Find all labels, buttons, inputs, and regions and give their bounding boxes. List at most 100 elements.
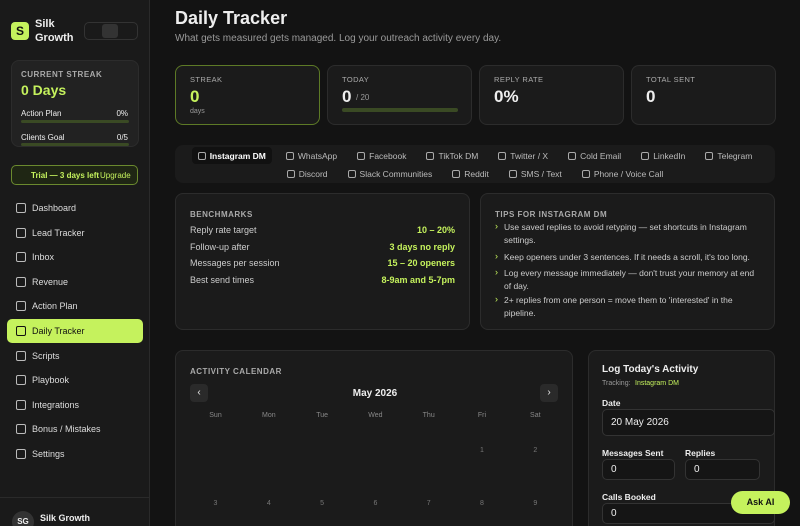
tab[interactable]: Reddit — [446, 165, 495, 182]
upgrade[interactable]: Upgrade — [100, 171, 131, 180]
month: May 2026 — [352, 388, 398, 399]
tabs-bar: Instagram DM WhatsApp Facebook TikTok DM Twi… — [175, 145, 775, 183]
nav-item[interactable]: Bonus / Mistakes — [7, 417, 143, 441]
nav-icon — [16, 203, 26, 213]
field-label: Messages Sent — [602, 448, 664, 458]
input[interactable]: 20 May 2026 — [602, 409, 775, 436]
stat-unit: / 20 — [356, 93, 370, 102]
tab-label: TikTok DM — [438, 150, 479, 161]
nav-label: Action Plan — [32, 301, 78, 312]
calendar-card: ACTIVITY CALENDAR ‹ › May 2026 Sun Mon Tue… — [175, 350, 573, 526]
calendar-day[interactable]: 5 — [320, 500, 325, 507]
tip-bullet: › — [495, 221, 498, 231]
nav-item[interactable]: Settings — [7, 442, 143, 466]
nav-item[interactable]: Dashboard — [7, 196, 143, 220]
ask-ai[interactable]: Ask AI — [731, 491, 790, 514]
nav-label: Inbox — [32, 252, 55, 263]
nav-item[interactable]: Integrations — [7, 393, 143, 417]
tab-label: Instagram DM — [209, 150, 266, 161]
nav-item[interactable]: Scripts — [7, 344, 143, 368]
calendar-day[interactable]: 2 — [533, 447, 538, 454]
input-value: 0 — [611, 464, 617, 475]
input-value: 20 May 2026 — [611, 417, 669, 428]
input[interactable]: 0 — [602, 459, 675, 480]
stat-card: TOTAL SENT 0 — [631, 65, 776, 125]
calendar-day[interactable]: 8 — [480, 500, 484, 507]
nav-label: Daily Tracker — [32, 326, 85, 336]
trial-box: Trial — 3 days left Upgrade — [11, 165, 138, 185]
calendar-day[interactable]: 9 — [533, 500, 538, 507]
nav-item[interactable]: Revenue — [7, 270, 143, 294]
field-label: Replies — [685, 448, 716, 458]
progress — [21, 120, 129, 123]
tab-icon — [426, 151, 435, 160]
calendar-day[interactable]: 7 — [426, 500, 431, 507]
tab-icon — [705, 151, 714, 160]
tab[interactable]: Instagram DM — [191, 147, 272, 164]
streak-card: CURRENT STREAK 0 Days Action Plan 0% Cli… — [11, 60, 139, 147]
tab-icon — [581, 169, 590, 178]
nav-item[interactable]: Action Plan — [7, 294, 143, 318]
tip-text: 2+ replies from one person = move them t… — [504, 295, 733, 318]
tab[interactable]: SMS / Text — [503, 165, 568, 182]
tab[interactable]: Phone / Voice Call — [576, 165, 669, 182]
weekday: Tue — [316, 412, 328, 419]
tab-label: Telegram — [717, 150, 753, 161]
streak-row-label: Action Plan — [21, 109, 62, 118]
logo: S — [11, 22, 29, 40]
stat-value: 0% — [494, 87, 519, 106]
tab-label: Reddit — [464, 168, 489, 179]
nav-icon — [16, 326, 26, 336]
tab-label: WhatsApp — [297, 150, 338, 161]
tab[interactable]: Twitter / X — [492, 147, 554, 164]
streak-row-value: 0% — [116, 109, 128, 118]
stat-value: 0 — [342, 87, 352, 106]
nav-label: Settings — [32, 449, 65, 459]
tab[interactable]: WhatsApp — [280, 147, 343, 164]
card-title: TIPS FOR INSTAGRAM DM — [495, 210, 608, 219]
bench-label: Reply rate target — [190, 225, 257, 235]
stat-label: TOTAL SENT — [646, 75, 696, 84]
calendar-day[interactable]: 1 — [480, 447, 484, 454]
nav-item[interactable]: Playbook — [7, 368, 143, 392]
theme-toggle[interactable] — [84, 22, 138, 40]
tab[interactable]: TikTok DM — [420, 147, 484, 164]
bench-label: Follow-up after — [190, 241, 250, 252]
calendar-day[interactable]: 3 — [213, 500, 218, 507]
nav-icon — [16, 301, 26, 312]
tab[interactable]: Discord — [281, 165, 334, 182]
tab-icon — [452, 169, 461, 178]
card-title: ACTIVITY CALENDAR — [190, 367, 282, 376]
page-title: Daily Tracker — [175, 8, 288, 28]
nav-icon — [16, 375, 26, 386]
tip-bullet: › — [495, 267, 498, 277]
tab-icon — [498, 151, 507, 160]
tab[interactable]: Telegram — [699, 147, 758, 164]
tab[interactable]: Slack Communities — [342, 165, 439, 182]
tab-icon — [286, 169, 295, 178]
weekday: Mon — [261, 412, 276, 419]
input[interactable]: 0 — [685, 459, 760, 480]
nav-icon — [16, 449, 26, 459]
tab[interactable]: Cold Email — [562, 147, 627, 164]
bench-value: 15 – 20 openers — [387, 258, 455, 268]
page-subtitle: What gets measured gets managed. Log you… — [175, 33, 502, 44]
calendar-day[interactable]: 6 — [373, 500, 378, 507]
theme-dark[interactable] — [102, 24, 118, 38]
tab[interactable]: LinkedIn — [635, 147, 691, 164]
nav-item[interactable]: Daily Tracker — [7, 319, 143, 343]
stat-card: REPLY RATE 0% — [479, 65, 624, 125]
calendar-day[interactable]: 4 — [266, 500, 271, 507]
log-title: Log Today's Activity — [602, 364, 699, 375]
tab[interactable]: Facebook — [351, 147, 412, 164]
stat-card: STREAK 0 days — [175, 65, 320, 125]
nav-item[interactable]: Lead Tracker — [7, 221, 143, 245]
nav-item[interactable]: Inbox — [7, 245, 143, 269]
divider — [0, 497, 150, 498]
tab-icon — [285, 151, 294, 160]
next-month[interactable]: › — [540, 384, 558, 402]
weekday: Wed — [368, 412, 383, 419]
prev-month[interactable]: ‹ — [190, 384, 208, 402]
tip-bullet: › — [495, 294, 498, 304]
